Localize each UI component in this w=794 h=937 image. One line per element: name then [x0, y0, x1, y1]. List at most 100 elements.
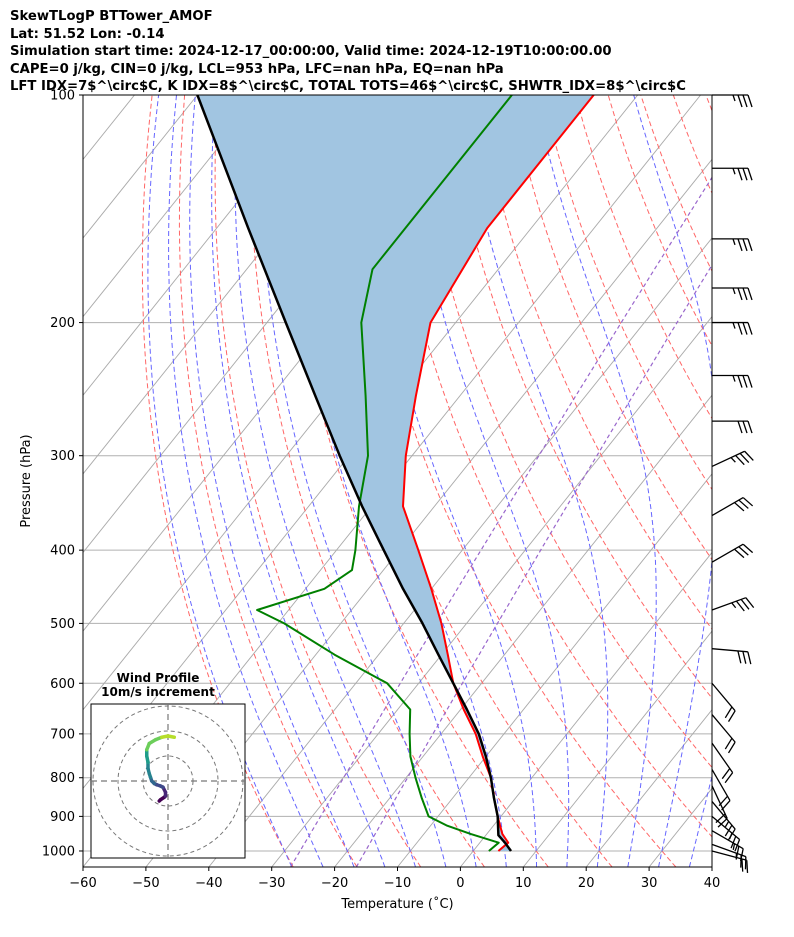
x-tick-label: −10 — [384, 876, 411, 891]
wind-barb — [711, 648, 752, 665]
wind-barb-flag — [735, 600, 745, 612]
dry-adiabat-line — [412, 95, 712, 769]
wind-barb-half-flag — [732, 375, 736, 382]
wind-barb — [711, 682, 736, 722]
dry-adiabat-line — [214, 95, 422, 867]
wind-barb-flag — [742, 238, 748, 252]
wind-barb-flag — [742, 94, 748, 108]
y-tick-label: 100 — [50, 89, 75, 104]
wind-barb-shaft — [711, 801, 736, 830]
dry-adiabat-line — [771, 95, 794, 867]
wind-barb-flag — [747, 238, 753, 252]
wind-barb-flag — [737, 94, 743, 108]
wind-barb-shaft — [711, 450, 745, 468]
wind-barb — [711, 543, 754, 563]
wind-barb-flag — [738, 546, 749, 556]
wind-barb-shaft — [711, 742, 734, 773]
wind-barb-shaft — [711, 843, 747, 858]
dry-adiabat-line — [314, 95, 613, 867]
dry-adiabat-line — [739, 95, 794, 867]
wind-barb-half-flag — [730, 457, 736, 463]
wind-barb-flag — [717, 817, 728, 828]
wind-barb-half-flag — [732, 287, 736, 295]
dry-adiabat-line — [248, 95, 485, 867]
wind-barb-shaft — [711, 785, 728, 819]
header-times: Simulation start time: 2024-12-17_00:00:… — [10, 44, 612, 60]
wind-barb-flag — [734, 548, 745, 559]
dry-adiabat-line — [607, 95, 712, 347]
moist-adiabat-line — [189, 95, 355, 867]
wind-barb-shaft — [711, 496, 744, 517]
isotherm-line — [585, 709, 712, 867]
inset-plot — [91, 704, 245, 858]
wind-barb-flag — [727, 710, 736, 722]
isotherm-line — [145, 158, 712, 867]
x-tick-label: −50 — [132, 876, 159, 891]
wind-barb — [712, 167, 753, 181]
moist-adiabat-line — [147, 95, 293, 867]
wind-barb-flag — [742, 375, 748, 388]
wind-barb-flag — [746, 860, 749, 873]
y-tick-label: 800 — [50, 771, 75, 786]
wind-barb-flag — [737, 650, 742, 664]
wind-barb-flag — [742, 651, 747, 664]
wind-barb-flag — [739, 452, 750, 463]
dry-adiabat-line — [281, 95, 549, 867]
wind-barb-flag — [747, 94, 753, 108]
dewpoint-profile-line — [256, 95, 513, 852]
dry-adiabat-line — [178, 95, 358, 867]
x-tick-label: 40 — [704, 876, 721, 891]
dry-adiabat-line — [542, 95, 712, 491]
wind-barb — [712, 238, 753, 252]
chart-header: SkewTLogP BTTower_AMOF Lat: 51.52 Lon: -… — [10, 8, 686, 96]
y-tick-label: 400 — [50, 544, 75, 559]
wind-barb-flag — [741, 858, 744, 872]
y-tick-label: 900 — [50, 810, 75, 825]
header-location: Lat: 51.52 Lon: -0.14 — [10, 26, 165, 42]
dry-adiabat-line — [444, 95, 712, 700]
dry-adiabat-line — [477, 95, 712, 630]
wind-barb-flag — [734, 502, 745, 512]
isotherm-line — [83, 95, 324, 396]
wind-barb-flag — [747, 375, 753, 388]
wind-barb-flag — [737, 322, 743, 335]
isotherm-line — [711, 866, 712, 867]
x-axis-label: Temperature (˚C) — [340, 896, 453, 912]
header-cape-line: CAPE=0 j/kg, CIN=0 j/kg, LCL=953 hPa, LF… — [10, 61, 504, 77]
wind-barb — [711, 843, 747, 870]
dry-adiabat-line — [379, 95, 712, 838]
wind-barb-flag — [737, 287, 743, 301]
moist-adiabat-line — [633, 95, 712, 867]
wind-barb-shaft — [711, 648, 748, 653]
header-indices-line: LFT IDX=7$^\circ$C, K IDX=8$^\circ$C, TO… — [10, 79, 686, 95]
wind-barb-shaft — [711, 543, 744, 563]
wind-barb-half-flag — [731, 602, 737, 609]
wind-barb-half-flag — [728, 832, 733, 840]
wind-barb-flag — [747, 322, 753, 335]
wind-barb-half-flag — [732, 94, 736, 102]
wind-barb-shaft — [711, 815, 740, 841]
wind-barb-shaft — [711, 682, 736, 712]
wind-barb-flag — [742, 497, 754, 507]
x-tick-label: 20 — [578, 876, 595, 891]
wind-barb-flag — [745, 597, 755, 609]
wind-barb-half-flag — [732, 322, 736, 329]
moist-adiabat-line — [402, 95, 570, 867]
wind-barb-shaft — [711, 714, 736, 743]
x-tick-label: −40 — [195, 876, 222, 891]
wind-barb-half-flag — [732, 168, 736, 175]
dry-adiabat-line — [705, 95, 712, 113]
y-axis-label: Pressure (hPa) — [19, 434, 34, 527]
y-tick-label: 600 — [50, 677, 75, 692]
mixing-ratio-line — [355, 263, 712, 867]
moist-adiabat-line — [688, 774, 712, 867]
isotherm-line — [208, 237, 712, 867]
hodograph-ring — [117, 730, 219, 832]
wind-barb-flag — [724, 706, 733, 719]
isotherm-line — [0, 95, 72, 867]
wind-barb-flag — [721, 768, 731, 780]
x-tick-label: 30 — [641, 876, 658, 891]
y-tick-label: 700 — [50, 727, 75, 742]
wind-barb-flag — [737, 375, 743, 388]
